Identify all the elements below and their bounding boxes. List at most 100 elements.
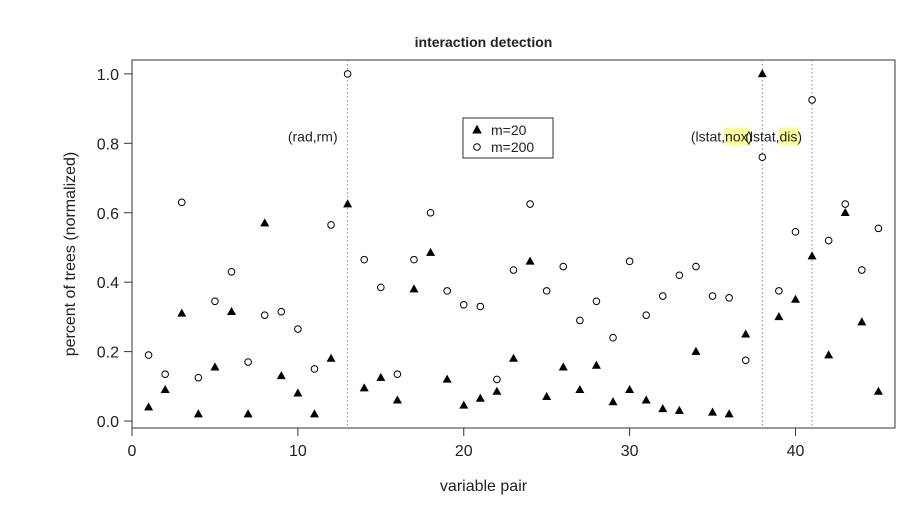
data-point-m20	[343, 199, 353, 208]
data-point-m200	[758, 153, 767, 162]
data-point-m200	[211, 297, 219, 306]
data-point-m200	[576, 316, 584, 325]
data-point-m20	[475, 393, 485, 402]
data-point-m20	[525, 256, 535, 265]
data-point-m20	[658, 404, 668, 413]
data-point-m20	[807, 251, 817, 260]
x-tick-label: 30	[621, 443, 639, 460]
data-point-m200	[858, 266, 866, 274]
legend-marker-triangle	[472, 124, 482, 134]
y-tick-label: 0.0	[97, 414, 119, 431]
data-point-m200	[360, 255, 369, 264]
data-point-m20	[376, 372, 386, 381]
data-point-m20	[757, 69, 767, 78]
data-point-m200	[874, 224, 883, 233]
data-point-m20	[824, 350, 834, 359]
data-point-m20	[873, 386, 883, 395]
data-point-m20	[691, 346, 701, 355]
data-point-m20	[674, 405, 684, 414]
data-point-m200	[177, 198, 186, 207]
data-point-m200	[559, 262, 568, 271]
data-point-m20	[442, 374, 452, 383]
data-point-m200	[377, 283, 385, 292]
data-point-m20	[227, 306, 237, 315]
chart-title: interaction detection	[415, 34, 553, 50]
data-point-m200	[443, 287, 451, 295]
data-point-m20	[708, 407, 718, 416]
data-point-m20	[774, 312, 784, 321]
legend-marker-circle	[473, 143, 481, 151]
data-point-m20	[276, 371, 286, 380]
data-point-m200	[294, 325, 302, 333]
data-point-m200	[791, 228, 800, 236]
data-point-m20	[492, 386, 502, 395]
legend-box	[462, 117, 554, 159]
data-point-m200	[725, 294, 733, 302]
data-point-m200	[592, 297, 601, 306]
x-tick-label: 10	[289, 443, 307, 460]
data-point-m200	[775, 287, 783, 295]
data-point-m200	[277, 307, 286, 316]
y-tick-label: 0.4	[97, 275, 119, 292]
annotation-highlight	[724, 127, 749, 146]
data-point-m200	[493, 375, 501, 384]
plot-frame	[131, 59, 896, 429]
data-point-m200	[658, 292, 667, 300]
x-axis-label: variable pair	[440, 478, 528, 495]
data-point-m20	[591, 360, 601, 369]
data-point-m200	[459, 300, 468, 309]
data-point-m20	[160, 384, 170, 394]
annotation-highlight	[778, 127, 799, 146]
data-point-m20	[857, 317, 867, 326]
data-point-m20	[326, 353, 336, 362]
y-tick-label: 0.6	[97, 206, 119, 223]
data-point-m200	[741, 356, 750, 365]
data-point-m200	[692, 262, 700, 271]
data-point-m20	[840, 207, 850, 216]
y-tick-label: 1.0	[97, 67, 119, 84]
y-tick-label: 0.2	[97, 345, 119, 362]
data-point-m200	[675, 271, 684, 280]
data-point-m200	[410, 255, 418, 264]
x-tick-label: 0	[128, 443, 137, 460]
x-tick-label: 20	[455, 443, 473, 460]
data-point-m20	[575, 384, 585, 394]
data-point-m200	[625, 257, 634, 266]
data-point-m200	[542, 287, 551, 295]
data-point-m20	[426, 247, 436, 256]
data-point-m20	[608, 397, 618, 406]
data-point-m20	[409, 284, 419, 293]
data-point-m200	[841, 200, 850, 208]
data-point-m200	[476, 302, 485, 311]
data-point-m20	[359, 383, 369, 392]
data-point-m20	[558, 362, 568, 371]
data-point-m20	[193, 409, 203, 418]
data-point-m200	[708, 292, 717, 300]
data-point-m200	[343, 70, 352, 78]
data-point-m20	[641, 395, 651, 404]
data-point-m20	[459, 400, 469, 409]
data-point-m200	[194, 373, 203, 382]
reference-annotation: (rad,rm)	[288, 129, 338, 145]
data-point-m20	[392, 395, 402, 404]
data-point-m20	[144, 402, 154, 411]
data-point-m20	[625, 384, 635, 394]
data-point-m200	[310, 365, 319, 373]
data-point-m200	[642, 311, 650, 319]
data-point-m20	[724, 409, 734, 418]
data-point-m20	[542, 391, 552, 400]
data-point-m20	[260, 218, 270, 227]
data-point-m200	[144, 351, 153, 359]
data-point-m200	[426, 208, 435, 217]
legend-label: m=20	[491, 122, 527, 138]
data-point-m200	[260, 311, 269, 319]
y-axis-label: percent of trees (normalized)	[62, 152, 79, 357]
reference-annotation: (lstat,nox)	[691, 129, 752, 145]
data-point-m20	[790, 294, 800, 303]
data-point-m200	[509, 266, 518, 274]
data-point-m20	[309, 409, 319, 418]
legend-label: m=200	[491, 139, 534, 155]
data-point-m20	[508, 353, 519, 362]
data-point-m200	[808, 96, 816, 104]
